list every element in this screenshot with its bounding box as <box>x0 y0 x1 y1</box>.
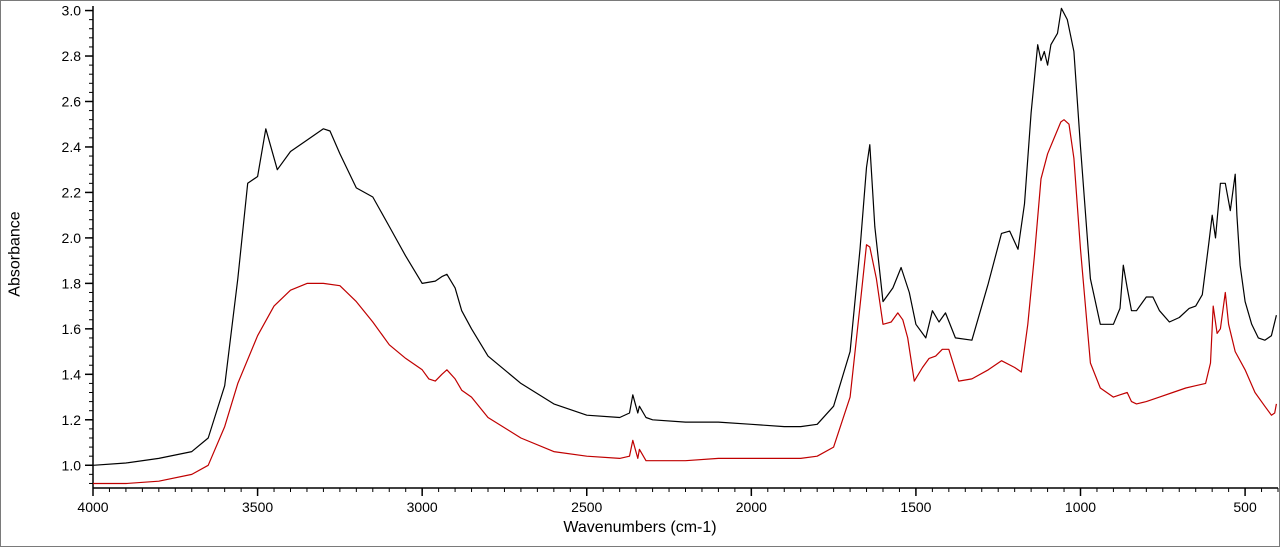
x-tick-label: 1500 <box>900 499 931 515</box>
y-axis: 1.0 1.2 1.4 1.6 1.8 2.0 2.2 2.4 2.6 2.8 3.0 <box>62 3 94 488</box>
x-tick-label: 1000 <box>1065 499 1096 515</box>
y-tick-label: 2.2 <box>62 184 82 200</box>
x-tick-label: 2500 <box>571 499 602 515</box>
y-tick-label: 1.2 <box>62 412 82 428</box>
spectrum-line-2 <box>93 119 1277 485</box>
y-tick-label: 1.0 <box>62 457 82 473</box>
x-tick-label: 2000 <box>736 499 767 515</box>
x-tick-label: 3500 <box>242 499 273 515</box>
series-group <box>92 7 1277 485</box>
y-tick-label: 3.0 <box>62 3 82 19</box>
x-axis-label: Wavenumbers (cm-1) <box>563 519 717 536</box>
x-tick-label: 3000 <box>407 499 438 515</box>
y-tick-label: 1.4 <box>62 366 82 382</box>
x-tick-label: 500 <box>1233 499 1257 515</box>
y-tick-label: 2.8 <box>62 48 82 64</box>
y-tick-label: 1.8 <box>62 275 82 291</box>
y-tick-label: 2.0 <box>62 230 82 246</box>
y-tick-label: 2.4 <box>62 139 82 155</box>
spectrum-line-1 <box>92 7 1277 466</box>
y-tick-label: 1.6 <box>62 321 82 337</box>
x-axis: 4000 3500 3000 2500 2000 1500 1000 500 <box>77 487 1279 515</box>
x-tick-label: 4000 <box>77 499 108 515</box>
y-tick-label: 2.6 <box>62 93 82 109</box>
